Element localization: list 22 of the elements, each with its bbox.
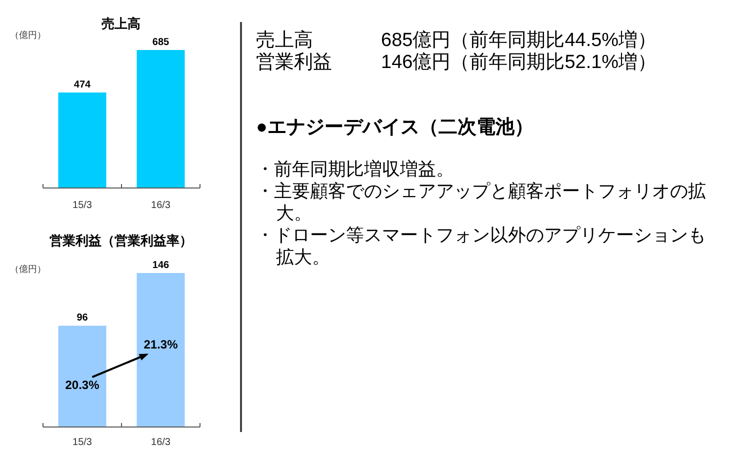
x-tick-label: 15/3 — [72, 200, 92, 211]
data-label: 474 — [74, 80, 92, 91]
annotation: 20.3% — [65, 378, 100, 392]
data-label: 96 — [76, 312, 88, 324]
chart-title: 売上高 — [102, 16, 140, 31]
x-tick-label: 16/3 — [151, 437, 171, 448]
text: ●エナジーデバイス（二次電池） — [256, 116, 534, 140]
text: ・ドローン等スマートフォン以外のアプリケーションも拡大。 — [256, 224, 706, 268]
data-label: 146 — [152, 260, 170, 271]
y-axis-title: （億円） — [10, 264, 46, 274]
text: 営業利益 — [256, 52, 333, 74]
x-tick-label: 15/3 — [72, 437, 92, 448]
text: ・前年同期比増収増益。 — [256, 158, 455, 180]
text: 685億円（前年同期比44.5%増） — [381, 30, 657, 52]
y-axis-title: （億円） — [10, 30, 46, 40]
text: ・主要顧客でのシェアアップと顧客ポートフォリオの拡大。 — [256, 180, 706, 224]
data-label: 685 — [152, 37, 170, 48]
x-tick-label: 16/3 — [151, 200, 171, 211]
text: 売上高 — [256, 30, 314, 52]
annotation: 21.3% — [144, 337, 178, 352]
text: 146億円（前年同期比52.1%増） — [381, 52, 657, 74]
chart-title: 営業利益（営業利益率） — [50, 233, 192, 248]
